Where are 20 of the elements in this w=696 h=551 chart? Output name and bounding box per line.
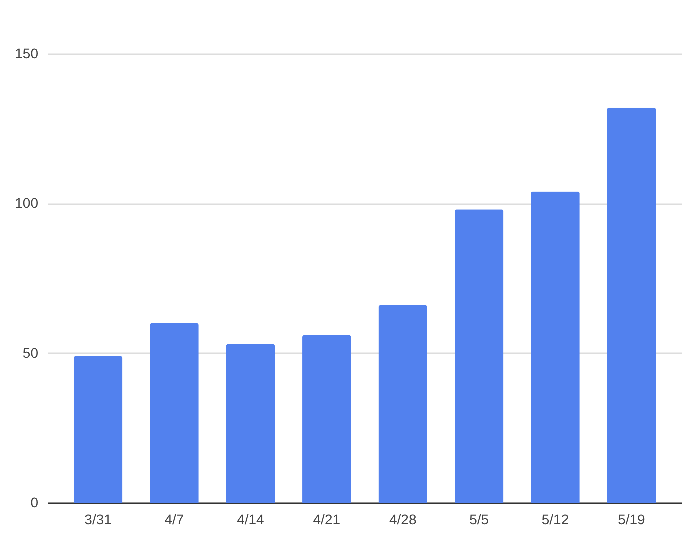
x-tick-label: 4/21 xyxy=(313,512,341,528)
bar xyxy=(74,356,123,503)
x-tick-label: 4/14 xyxy=(237,512,265,528)
bar xyxy=(302,335,352,503)
bar xyxy=(454,210,504,503)
x-tick-label: 5/19 xyxy=(618,512,646,528)
bar xyxy=(226,344,276,503)
y-tick-label: 50 xyxy=(22,344,39,361)
bar xyxy=(378,305,428,503)
x-tick-label: 4/28 xyxy=(389,512,417,528)
x-tick-label: 5/5 xyxy=(470,512,490,528)
y-tick-label: 150 xyxy=(15,46,39,62)
bar xyxy=(150,323,199,503)
y-tick-label: 100 xyxy=(15,195,39,212)
x-tick-label: 3/31 xyxy=(84,512,112,528)
x-tick-label: 5/12 xyxy=(542,512,570,528)
y-tick-label: 0 xyxy=(30,494,39,510)
bar xyxy=(607,108,656,503)
bar xyxy=(531,192,580,503)
x-tick-label: 4/7 xyxy=(164,512,184,528)
